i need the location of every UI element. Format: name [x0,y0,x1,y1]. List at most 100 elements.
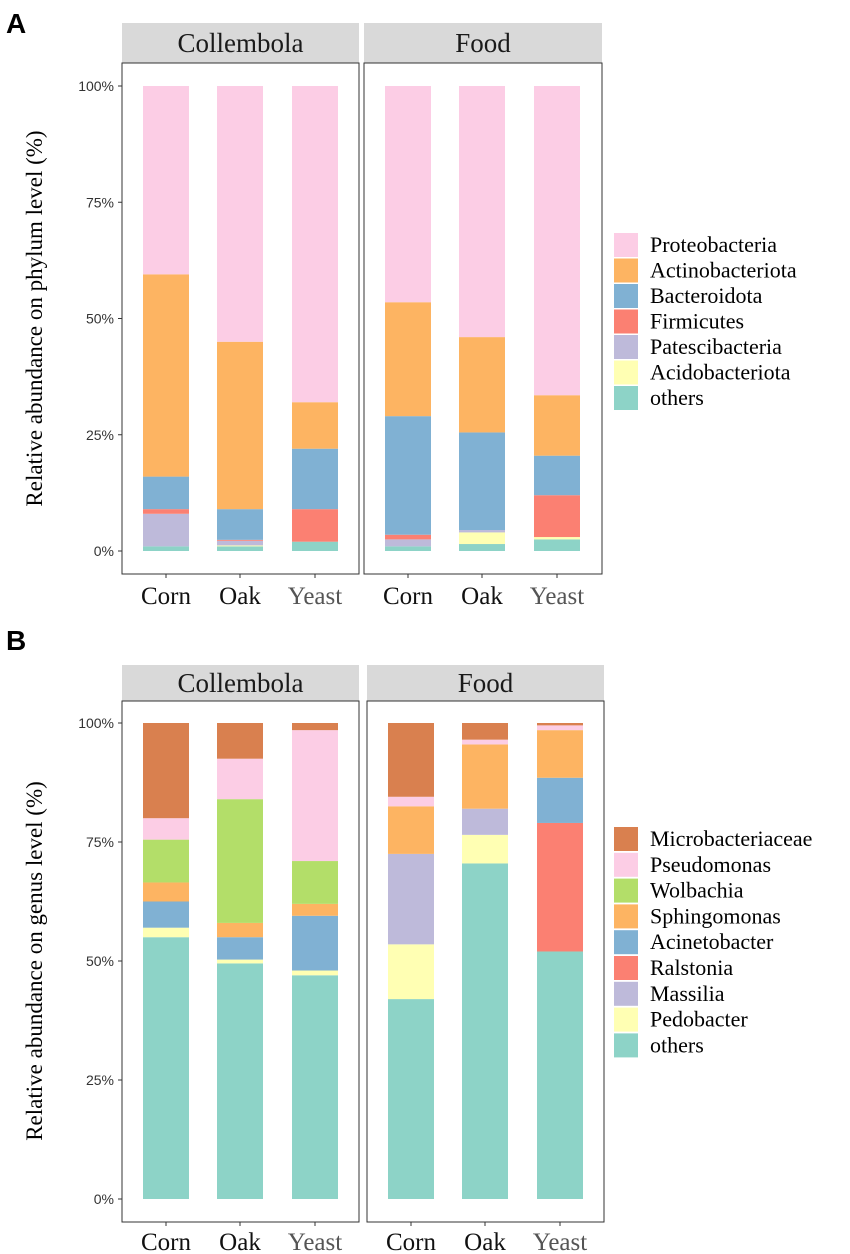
legend-swatch [614,827,638,851]
legend-label: Acinetobacter [650,929,774,954]
bar-segment-others [143,546,189,551]
bar-segment-pseudomonas [292,730,338,862]
facet-strip [367,665,604,701]
bar-segment-bacteroidota [385,416,431,535]
bar-segment-others [292,541,338,551]
facet-label: Food [458,668,514,698]
bar-segment-bacteroidota [143,476,189,510]
y-tick-label: 50% [86,311,114,327]
bar-segment-pedobacter [462,834,508,864]
bar-segment-proteobacteria [292,86,338,403]
bar-segment-others [292,975,338,1199]
bar-segment-actinobacteriota [292,402,338,449]
x-tick-label: Oak [219,583,261,610]
legend-label: Acidobacteriota [650,360,791,385]
legend-swatch [614,360,638,385]
bar-segment-microbacteriaceae [143,723,189,819]
bar-segment-acidobacteriota [217,545,263,547]
legend-label: others [650,1032,704,1057]
facet-strip [122,665,359,701]
bar-segment-sphingomonas [292,903,338,916]
bar-segment-proteobacteria [143,86,189,275]
bar-segment-patescibacteria [459,530,505,533]
bar-segment-actinobacteriota [385,302,431,417]
legend-label: Pedobacter [650,1007,748,1032]
legend-label: others [650,385,704,410]
legend-swatch [614,930,638,955]
bar-segment-massilia [462,808,508,835]
bar-segment-wolbachia [292,861,338,904]
bar-segment-others [217,546,263,551]
x-tick-label: Oak [219,1229,261,1254]
bar-segment-pedobacter [388,944,434,1000]
bar-segment-actinobacteriota [143,274,189,477]
bar-segment-firmicutes [534,495,580,538]
legend-swatch [614,1007,638,1032]
bar-segment-firmicutes [143,509,189,514]
bar-segment-proteobacteria [459,86,505,338]
legend-label: Patescibacteria [650,334,782,359]
bar-segment-pseudomonas [143,818,189,840]
bar-segment-firmicutes [385,534,431,540]
bar-segment-patescibacteria [217,540,263,546]
bar-segment-bacteroidota [459,432,505,531]
legend-swatch [614,309,638,334]
bar-segment-microbacteriaceae [537,723,583,726]
bar-segment-others [143,937,189,1199]
y-tick-label: 0% [94,1191,114,1207]
bar-segment-patescibacteria [385,539,431,547]
bar-segment-others [385,546,431,551]
bar-segment-acidobacteriota [534,537,580,540]
panel-border [366,700,605,1223]
bar-segment-others [534,539,580,551]
bar-segment-proteobacteria [217,86,263,342]
facet-strip [364,23,602,63]
legend-swatch [614,1033,638,1058]
panel-label: A [6,8,26,39]
x-tick-label: Yeast [288,1229,342,1254]
legend-label: Wolbachia [650,878,744,903]
bar-segment-firmicutes [217,539,263,541]
x-tick-label: Corn [141,1229,192,1254]
bar-segment-sphingomonas [217,922,263,938]
bar-segment-pseudomonas [462,739,508,745]
legend-swatch [614,852,638,877]
panel-label: B [6,625,26,656]
x-tick-label: Corn [383,583,434,610]
bar-segment-others [459,544,505,551]
legend-swatch [614,258,638,283]
y-tick-label: 50% [86,953,114,969]
bar-segment-pedobacter [143,927,189,938]
bar-segment-wolbachia [143,839,189,883]
y-tick-label: 25% [86,1072,114,1088]
x-tick-label: Corn [386,1229,437,1254]
bar-segment-acinetobacter [292,915,338,971]
facet-strip [122,23,359,63]
legend-label: Ralstonia [650,955,733,980]
legend-label: Actinobacteriota [650,258,797,283]
x-tick-label: Corn [141,583,192,610]
bar-segment-sphingomonas [537,730,583,778]
bar-segment-acinetobacter [537,777,583,823]
legend-swatch [614,284,638,308]
bar-segment-sphingomonas [462,744,508,809]
bar-segment-bacteroidota [217,509,263,540]
x-tick-label: Yeast [288,583,342,610]
panel-border [121,700,360,1223]
bar-segment-pseudomonas [388,796,434,807]
bar-segment-microbacteriaceae [388,723,434,797]
y-axis-title: Relative abundance on phylum level (%) [22,130,47,506]
y-tick-label: 0% [94,543,114,559]
bar-segment-bacteroidota [534,455,580,496]
bar-segment-others [217,963,263,1199]
facet-label: Food [455,28,511,58]
bar-segment-microbacteriaceae [292,723,338,731]
facet-label: Collembola [178,28,304,58]
legend-swatch [614,981,638,1006]
bar-segment-acinetobacter [217,937,263,960]
bar-segment-sphingomonas [388,806,434,854]
bar-segment-sphingomonas [143,882,189,902]
bar-segment-acinetobacter [143,901,189,928]
legend-swatch [614,956,638,980]
